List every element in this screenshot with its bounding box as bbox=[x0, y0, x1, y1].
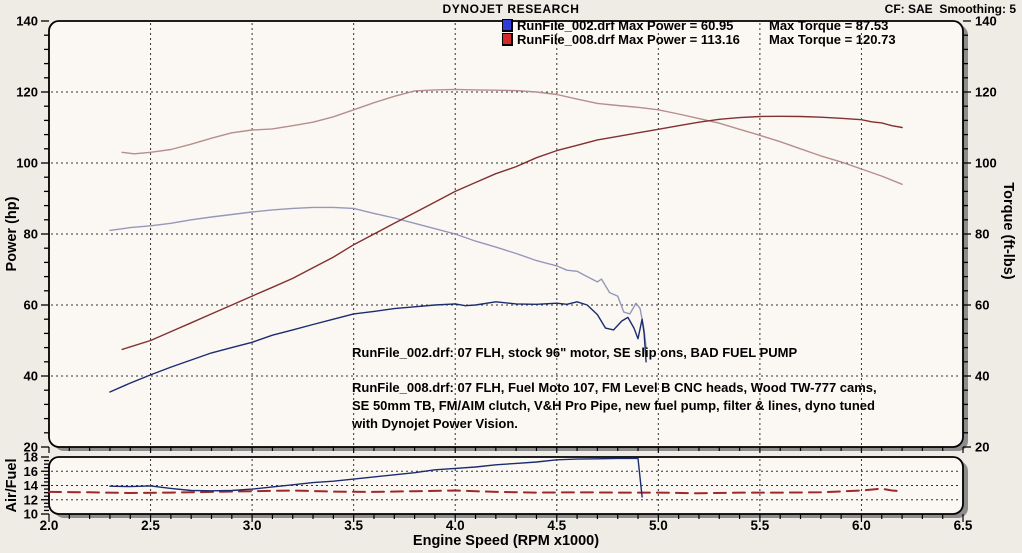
legend-row-runfile-008: RunFile_008.drf Max Power = 113.16 Max T… bbox=[502, 33, 896, 46]
power-runfile-008-curve bbox=[121, 115, 903, 351]
legend-torque-runfile-002: Max Torque = 87.53 bbox=[769, 18, 889, 33]
correction-smoothing-label: CF: SAE Smoothing: 5 bbox=[884, 2, 1016, 16]
airfuel-runfile-008-curve bbox=[48, 487, 904, 495]
rpm-axis-tick-label: 6.0 bbox=[852, 518, 871, 533]
power-axis-tick-label: 40 bbox=[24, 369, 38, 384]
rpm-axis-tick-label: 4.5 bbox=[547, 518, 566, 533]
legend-label-runfile-008: RunFile_008.drf Max Power = 113.16 bbox=[517, 32, 740, 47]
power-axis-tick-label: 60 bbox=[24, 298, 38, 313]
legend-swatch-red bbox=[502, 33, 513, 46]
airfuel-axis-tick-label: 14 bbox=[24, 478, 39, 493]
rpm-axis-tick-label: 3.5 bbox=[344, 518, 363, 533]
power-axis-tick-label: 80 bbox=[24, 227, 38, 242]
page-title: DYNOJET RESEARCH bbox=[442, 2, 580, 16]
run-note-008-line1: RunFile_008.drf: 07 FLH, Fuel Moto 107, … bbox=[352, 380, 877, 395]
airfuel-axis-title: Air/Fuel bbox=[4, 459, 20, 513]
rpm-axis-tick-label: 4.0 bbox=[446, 518, 465, 533]
torque-axis-tick-label: 20 bbox=[975, 440, 989, 455]
power-axis-tick-label: 20 bbox=[24, 440, 38, 455]
rpm-axis-tick-label: 2.0 bbox=[40, 518, 59, 533]
rpm-axis-tick-label: 5.5 bbox=[750, 518, 769, 533]
power-torque-curves bbox=[109, 88, 903, 393]
legend-swatch-blue bbox=[502, 19, 513, 32]
legend-label-runfile-002: RunFile_002.drf Max Power = 60.95 bbox=[517, 18, 734, 33]
torque-axis-title: Torque (ft-lbs) bbox=[1000, 182, 1016, 279]
power-axis-title: Power (hp) bbox=[4, 196, 20, 271]
run-note-002: RunFile_002.drf: 07 FLH, stock 96" motor… bbox=[352, 345, 798, 360]
gridlines bbox=[51, 23, 961, 512]
torque-axis-tick-label: 80 bbox=[975, 227, 989, 242]
power-runfile-002-curve bbox=[109, 301, 647, 393]
axis-ticks bbox=[41, 20, 971, 522]
rpm-axis-tick-label: 3.0 bbox=[243, 518, 262, 533]
power-axis-tick-label: 140 bbox=[16, 14, 38, 29]
airfuel-curves bbox=[48, 457, 904, 498]
torque-axis-tick-label: 60 bbox=[975, 298, 989, 313]
torque-axis-tick-label: 40 bbox=[975, 369, 989, 384]
power-axis-tick-label: 120 bbox=[16, 85, 38, 100]
rpm-axis-tick-label: 2.5 bbox=[141, 518, 160, 533]
rpm-axis-tick-label: 5.0 bbox=[649, 518, 668, 533]
airfuel-axis-tick-label: 18 bbox=[24, 450, 38, 465]
run-note-008-line3: with Dynojet Power Vision. bbox=[352, 416, 518, 431]
airfuel-axis-tick-label: 10 bbox=[24, 507, 38, 522]
power-axis-tick-label: 100 bbox=[16, 156, 38, 171]
rpm-axis-title: Engine Speed (RPM x1000) bbox=[413, 533, 599, 549]
chart-legend: RunFile_002.drf Max Power = 60.95 Max To… bbox=[502, 19, 896, 47]
torque-runfile-002-curve bbox=[109, 206, 647, 349]
torque-runfile-008-curve bbox=[121, 88, 903, 186]
airfuel-runfile-002-curve bbox=[109, 457, 643, 498]
torque-axis-tick-label: 120 bbox=[975, 85, 997, 100]
rpm-axis-tick-label: 6.5 bbox=[954, 518, 973, 533]
airfuel-axis-tick-label: 16 bbox=[24, 464, 38, 479]
torque-axis-tick-label: 100 bbox=[975, 156, 997, 171]
run-notes: RunFile_002.drf: 07 FLH, stock 96" motor… bbox=[352, 344, 877, 433]
run-note-008-line2: SE 50mm TB, FM/AIM clutch, V&H Pro Pipe,… bbox=[352, 398, 875, 413]
airfuel-axis-tick-label: 12 bbox=[24, 492, 38, 507]
torque-axis-tick-label: 140 bbox=[975, 14, 997, 29]
legend-torque-runfile-008: Max Torque = 120.73 bbox=[769, 32, 896, 47]
legend-row-runfile-002: RunFile_002.drf Max Power = 60.95 Max To… bbox=[502, 19, 896, 32]
